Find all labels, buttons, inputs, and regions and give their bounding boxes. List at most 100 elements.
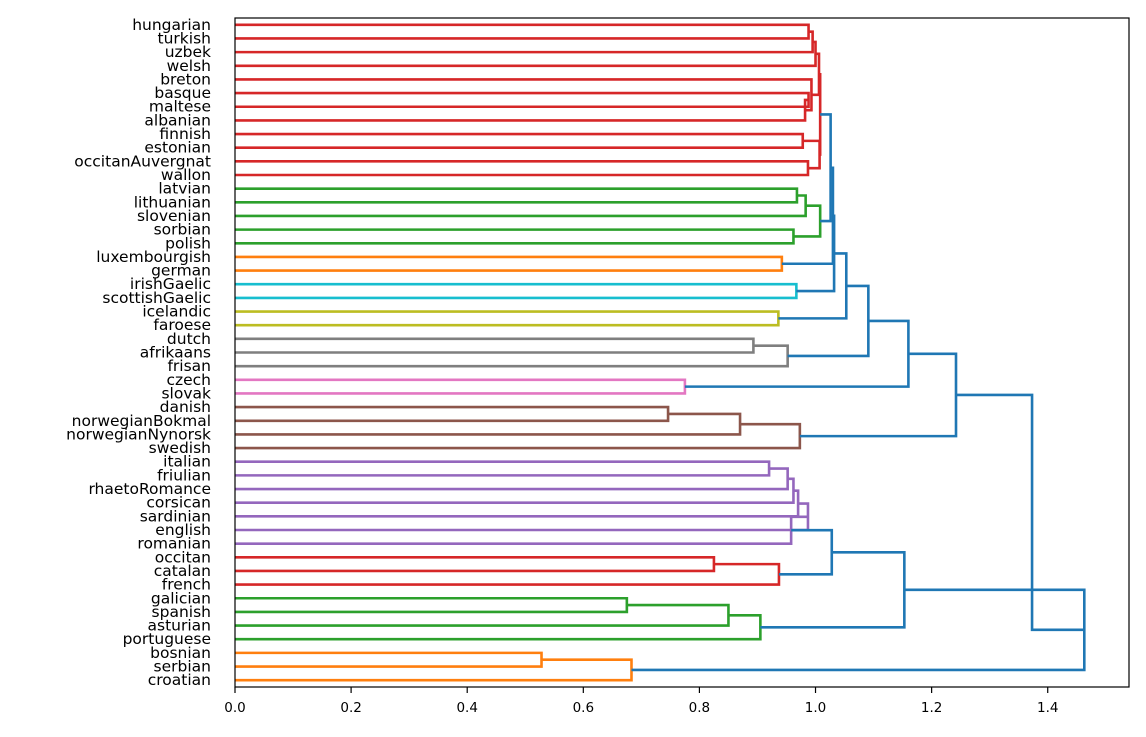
link-1 xyxy=(235,658,633,682)
leaf-label: norwegianNynorsk xyxy=(66,425,211,443)
link-39 xyxy=(818,73,822,156)
leaf-label: croatian xyxy=(148,671,211,689)
link-44 xyxy=(787,284,870,358)
link-6 xyxy=(235,562,781,586)
leaf-label: serbian xyxy=(154,658,211,676)
leaf-label: afrikaans xyxy=(140,344,211,362)
leaf-label: portuguese xyxy=(123,630,211,648)
leaf-label: asturian xyxy=(148,617,211,635)
x-tick-label: 0.0 xyxy=(224,700,245,716)
leaf-label: wallon xyxy=(161,166,211,184)
link-25 xyxy=(235,187,799,204)
link-46 xyxy=(799,352,958,438)
link-16 xyxy=(235,405,670,423)
link-13 xyxy=(778,528,834,576)
x-tick-label: 1.4 xyxy=(1037,700,1058,716)
x-axis: 0.0 0.2 0.4 0.6 0.8 1.0 1.2 1.4 xyxy=(224,687,1058,716)
leaf-label: estonian xyxy=(144,139,211,157)
leaf-label: hungarian xyxy=(132,16,211,34)
link-3 xyxy=(235,603,730,627)
x-tick-label: 1.2 xyxy=(921,700,942,716)
leaf-label: lithuanian xyxy=(134,193,211,211)
link-40 xyxy=(820,113,832,223)
link-42 xyxy=(796,214,836,293)
link-41 xyxy=(781,166,835,266)
leaf-label: turkish xyxy=(158,29,211,47)
link-19 xyxy=(235,378,687,395)
link-36 xyxy=(235,132,805,150)
leaf-label: danish xyxy=(160,398,211,416)
leaf-label: italian xyxy=(163,453,211,471)
leaf-label: slovak xyxy=(161,384,211,402)
leaf-label: sardinian xyxy=(140,507,211,525)
link-26 xyxy=(235,194,807,218)
leaf-label: occitan xyxy=(155,548,211,566)
link-23 xyxy=(235,282,798,300)
leaf-label: luxembourgish xyxy=(96,248,211,266)
leaf-label: corsican xyxy=(146,494,211,512)
link-37 xyxy=(235,160,810,177)
link-0 xyxy=(235,651,543,668)
link-47 xyxy=(956,393,1085,632)
leaf-label: swedish xyxy=(149,439,211,457)
link-32 xyxy=(235,91,810,109)
link-2 xyxy=(235,596,629,614)
leaf-label: icelandic xyxy=(142,303,211,321)
leaf-label: latvian xyxy=(158,180,211,198)
link-18 xyxy=(235,422,802,450)
link-27 xyxy=(235,228,795,245)
link-29 xyxy=(235,23,810,40)
link-30 xyxy=(235,30,814,54)
leaf-label: occitanAuvergnat xyxy=(74,152,211,170)
leaf-label: romanian xyxy=(137,535,211,553)
leaf-label: rhaetoRomance xyxy=(88,480,211,498)
link-22 xyxy=(235,310,780,327)
leaf-label: sorbian xyxy=(154,221,211,239)
link-11 xyxy=(235,502,810,532)
leaf-label: irishGaelic xyxy=(130,275,211,293)
x-tick-label: 1.0 xyxy=(805,700,826,716)
leaf-label: faroese xyxy=(153,316,211,334)
leaf-label: norwegianBokmal xyxy=(72,412,211,430)
link-15 xyxy=(631,588,1086,672)
link-7 xyxy=(235,460,771,477)
link-38 xyxy=(802,139,821,170)
link-9 xyxy=(235,477,795,504)
leaf-label: dutch xyxy=(167,330,211,348)
leaf-label: finnish xyxy=(159,125,211,143)
link-20 xyxy=(235,337,755,354)
leaf-label: friulian xyxy=(157,466,211,484)
link-4 xyxy=(235,614,762,641)
link-31 xyxy=(235,40,817,68)
leaf-label: slovenian xyxy=(137,207,211,225)
leaf-label: german xyxy=(151,262,211,280)
leaf-label: basque xyxy=(154,84,211,102)
dendrogram-links xyxy=(235,23,1086,682)
leaf-label: spanish xyxy=(152,603,211,621)
leaf-label: french xyxy=(162,576,211,594)
leaf-label: english xyxy=(155,521,211,539)
leaf-label: galician xyxy=(151,589,211,607)
leaf-label: welsh xyxy=(167,57,211,75)
link-24 xyxy=(235,255,784,272)
leaf-label: maltese xyxy=(149,98,211,116)
leaf-label: albanian xyxy=(144,111,211,129)
leaf-label: polish xyxy=(165,234,211,252)
x-tick-label: 0.2 xyxy=(340,700,361,716)
plot-frame xyxy=(234,17,1130,688)
x-tick-label: 0.6 xyxy=(573,700,594,716)
leaf-label: czech xyxy=(166,371,211,389)
x-tick-label: 0.4 xyxy=(456,700,477,716)
leaf-label: uzbek xyxy=(165,43,211,61)
leaf-label: breton xyxy=(160,70,211,88)
link-21 xyxy=(235,344,789,368)
link-8 xyxy=(235,467,789,491)
leaf-label: catalan xyxy=(154,562,211,580)
leaf-labels: hungarianturkishuzbekwelshbretonbasquema… xyxy=(66,16,211,689)
leaf-label: scottishGaelic xyxy=(102,289,211,307)
link-17 xyxy=(235,412,742,436)
link-5 xyxy=(235,555,716,573)
x-tick-label: 0.8 xyxy=(689,700,710,716)
leaf-label: bosnian xyxy=(150,644,211,662)
